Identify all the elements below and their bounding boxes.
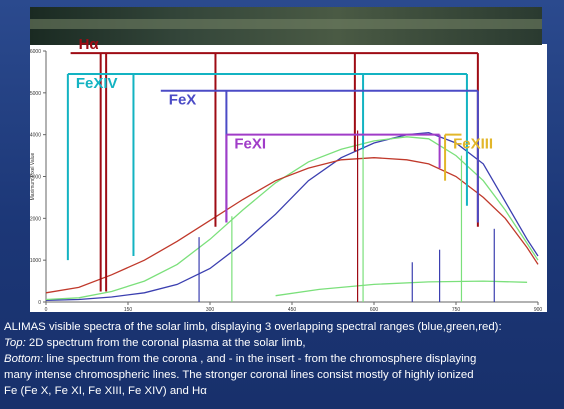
series-green [45,136,539,301]
spectrum-strip-band [30,19,542,29]
plot-panel [30,44,547,312]
y-tick-label: 6000 [30,49,41,55]
caption: ALIMAS visible spectra of the solar limb… [4,319,562,399]
caption-line-3: Bottom: line spectrum from the corona , … [4,351,562,367]
x-tick-label: 750 [452,307,461,313]
x-tick-label: 900 [534,307,543,313]
inset-curve [275,280,528,297]
x-tick-label: 600 [370,307,379,313]
caption-bottom-label: Bottom: [4,353,44,365]
caption-top-label: Top: [4,337,26,349]
band-label-0: Hα [79,36,100,53]
x-tick-label: 0 [45,307,48,313]
band-label-4: FeXIII [453,136,493,153]
x-tick-label: 150 [124,307,133,313]
y-tick-label: 2000 [30,216,41,222]
band-label-1: FeXIV [76,75,118,92]
y-tick-label: 1000 [30,258,41,264]
x-tick-label: 300 [206,307,215,313]
caption-line-5: Fe (Fe X, Fe XI, Fe XIII, Fe XIV) and Hα [4,385,207,397]
caption-line-1: ALIMAS visible spectra of the solar limb… [4,321,502,333]
caption-top-text: 2D spectrum from the coronal plasma at t… [25,337,306,349]
series-red [45,157,539,294]
caption-line-4: many intense chromospheric lines. The st… [4,369,474,381]
band-label-3: FeXI [234,136,266,153]
y-tick-label: 0 [38,300,41,306]
spectrum-figure: 0 1000 2000 3000 4000 5000 6000 0 150 300 450 600 75… [30,7,547,313]
y-tick-label: 3000 [30,175,41,181]
series-blue [45,131,539,301]
band-label-2: FeX [169,92,197,109]
y-axis-label: Maximum Pixel Value [30,152,36,200]
caption-line-2: Top: 2D spectrum from the coronal plasma… [4,335,562,351]
y-tick-label: 4000 [30,133,41,139]
y-tick-label: 5000 [30,91,41,97]
x-tick-label: 450 [288,307,297,313]
caption-bottom-text: line spectrum from the corona , and - in… [43,353,477,365]
